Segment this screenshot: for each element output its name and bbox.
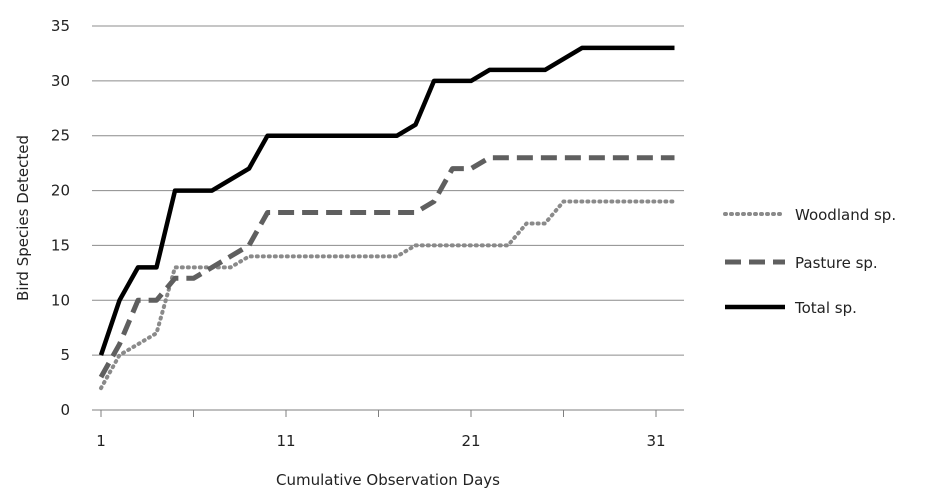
- y-tick-label: 30: [51, 72, 70, 90]
- x-tick-label: 31: [646, 432, 665, 450]
- series-lines: [98, 45, 677, 391]
- series-line-pasture-sp: [98, 155, 675, 379]
- legend-label: Pasture sp.: [795, 254, 878, 272]
- x-axis: 1 11 21 31: [92, 409, 684, 450]
- y-tick-label: 35: [51, 17, 70, 35]
- y-tick-label: 5: [60, 346, 70, 364]
- series-line-total-sp: [98, 45, 675, 356]
- x-tick-label: 21: [461, 432, 480, 450]
- x-axis-title: Cumulative Observation Days: [276, 471, 500, 489]
- legend-label: Woodland sp.: [795, 206, 896, 224]
- series-line-woodland-sp: [99, 199, 677, 391]
- y-tick-label: 15: [51, 236, 70, 254]
- y-tick-label: 0: [60, 401, 70, 419]
- y-tick-label: 10: [51, 291, 70, 309]
- x-tick-label: 11: [276, 432, 295, 450]
- gridlines: [92, 25, 684, 411]
- x-tick-label: 1: [96, 432, 106, 450]
- y-axis-ticks: 0 5 10 15 20 25 30 35: [51, 17, 70, 419]
- y-axis-title: Bird Species Detected: [14, 135, 32, 301]
- legend: Woodland sp. Pasture sp. Total sp.: [723, 206, 896, 317]
- y-tick-label: 25: [51, 127, 70, 145]
- y-tick-label: 20: [51, 182, 70, 200]
- legend-label: Total sp.: [794, 299, 857, 317]
